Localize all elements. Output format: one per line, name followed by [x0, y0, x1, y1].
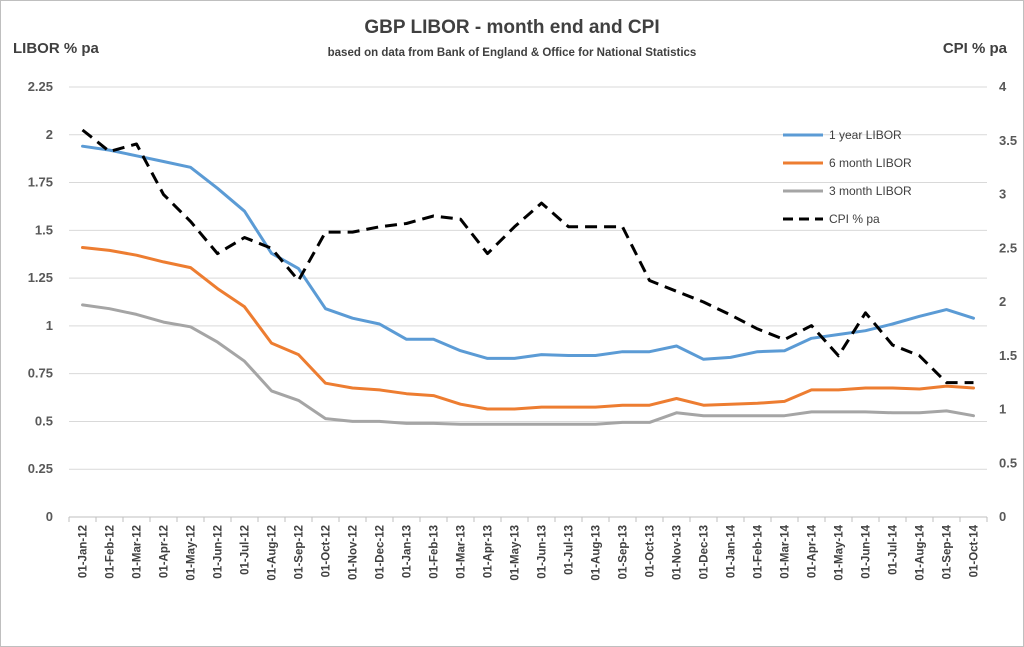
y-left-tick-label: 1.25 [28, 270, 53, 285]
x-tick-label: 01-Sep-13 [618, 525, 630, 579]
x-tick-label: 01-Jul-14 [888, 524, 900, 574]
y-right-tick-label: 0.5 [999, 455, 1017, 470]
series-line-2 [81, 246, 975, 411]
y-axis-left-title: LIBOR % pa [13, 40, 99, 57]
y-right-tick-label: 4 [999, 79, 1007, 94]
x-tick-label: 01-Dec-13 [699, 525, 711, 579]
x-tick-label: 01-Feb-12 [105, 525, 117, 579]
chart-subtitle: based on data from Bank of England & Off… [328, 47, 697, 59]
axes: 0 0.25 0.5 0.75 1 1.25 1.5 1.75 2 2.25 0 0.5 1 1.5 2 2.… [28, 79, 1017, 581]
y-right-tick-label: 2.5 [999, 240, 1017, 255]
y-left-tick-label: 1.75 [28, 175, 53, 190]
chart-title: GBP LIBOR - month end and CPI [364, 17, 659, 38]
x-tick-label: 01-Feb-14 [753, 524, 765, 578]
legend-label: 6 month LIBOR [829, 156, 912, 170]
y-right-tick-label: 1 [999, 402, 1006, 417]
x-tick-label: 01-Oct-12 [321, 525, 333, 577]
x-tick-label: 01-Apr-12 [159, 525, 171, 578]
legend: 1 year LIBOR 6 month LIBOR 3 month LIBOR CP… [783, 128, 912, 226]
y-left-tick-label: 0.75 [28, 366, 53, 381]
y-left-tick-label: 0.25 [28, 461, 53, 476]
x-tick-label: 01-Mar-14 [780, 524, 792, 578]
y-left-tick-label: 2 [46, 127, 53, 142]
x-tick-label: 01-May-13 [510, 525, 522, 581]
x-tick-label: 01-Sep-12 [294, 525, 306, 579]
y-left-tick-label: 1.5 [35, 222, 53, 237]
x-tick-label: 01-Aug-12 [267, 525, 279, 581]
y-left-tick-label: 2.25 [28, 79, 53, 94]
y-right-tick-label: 1.5 [999, 348, 1017, 363]
y-right-tick-label: 2 [999, 294, 1006, 309]
x-tick-label: 01-Dec-12 [375, 525, 387, 579]
y-right-tick-label: 0 [999, 509, 1006, 524]
x-tick-label: 01-May-12 [186, 525, 198, 581]
x-tick-label: 01-Jan-12 [78, 525, 90, 578]
series-line-4 [81, 128, 974, 385]
x-tick-label: 01-Jun-14 [861, 524, 873, 578]
x-tick-label: 01-Jul-12 [240, 525, 252, 575]
gridlines [69, 86, 987, 470]
x-tick-label: 01-Jun-13 [537, 525, 549, 579]
x-tick-label: 01-Jun-12 [213, 525, 225, 579]
x-tick-label: 01-Oct-14 [969, 524, 981, 577]
legend-label: CPI % pa [829, 212, 880, 226]
x-tick-label: 01-Nov-12 [348, 525, 360, 580]
x-tick-label: 01-Mar-13 [456, 525, 468, 579]
x-tick-label: 01-Feb-13 [429, 525, 441, 579]
x-tick-label: 01-Oct-13 [645, 525, 657, 577]
y-left-tick-label: 0 [46, 509, 53, 524]
x-tick-label: 01-Apr-13 [483, 525, 495, 578]
y-right-tick-label: 3 [999, 187, 1006, 202]
x-tick-label: 01-Sep-14 [942, 524, 954, 579]
x-tick-label: 01-Jan-13 [402, 525, 414, 578]
series-line-3 [81, 303, 975, 426]
series-line-1 [81, 144, 975, 361]
legend-label: 1 year LIBOR [829, 128, 902, 142]
x-tick-label: 01-Apr-14 [807, 524, 819, 578]
legend-label: 3 month LIBOR [829, 184, 912, 198]
y-axis-right-title: CPI % pa [943, 40, 1008, 57]
x-tick-label: 01-Aug-13 [591, 525, 603, 581]
y-right-tick-label: 3.5 [999, 133, 1017, 148]
x-tick-label: 01-May-14 [834, 524, 846, 580]
x-tick-label: 01-Nov-13 [672, 525, 684, 580]
series-lines [81, 128, 975, 426]
x-tick-label: 01-Jul-13 [564, 525, 576, 575]
y-left-tick-label: 1 [46, 318, 53, 333]
y-left-tick-label: 0.5 [35, 413, 53, 428]
x-tick-label: 01-Jan-14 [726, 524, 738, 578]
x-tick-label: 01-Aug-14 [915, 524, 927, 580]
x-tick-label: 01-Mar-12 [132, 525, 144, 579]
